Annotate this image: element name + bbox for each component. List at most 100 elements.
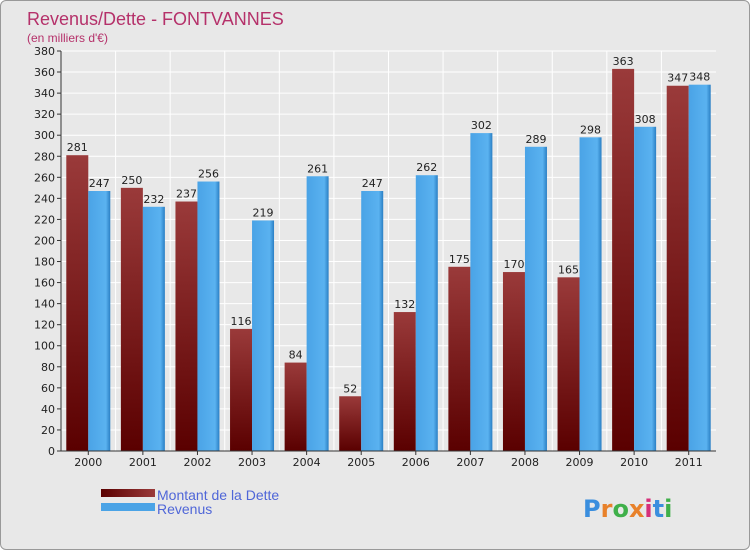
data-label: 219 bbox=[253, 206, 274, 219]
bar-debt bbox=[284, 362, 307, 451]
data-label: 261 bbox=[307, 162, 328, 175]
x-tick-label: 2006 bbox=[402, 456, 430, 469]
data-label: 52 bbox=[343, 382, 357, 395]
data-label: 132 bbox=[394, 298, 415, 311]
x-tick-label: 2004 bbox=[293, 456, 321, 469]
axes bbox=[60, 51, 716, 452]
grid-lines bbox=[61, 50, 716, 452]
x-tick-label: 2008 bbox=[511, 456, 539, 469]
bar-debt bbox=[612, 68, 635, 451]
data-label: 302 bbox=[471, 119, 492, 132]
bar-debt bbox=[120, 187, 143, 451]
x-axis-ticks: 2000 2001 2002 2003 2004 2005 2006 2007 2008 2009… bbox=[74, 451, 703, 469]
bar-debt bbox=[448, 266, 471, 451]
y-tick-label: 300 bbox=[34, 129, 55, 142]
logo-letter: i bbox=[664, 495, 672, 523]
data-label: 250 bbox=[121, 174, 142, 187]
y-axis-ticks: 0 20 40 60 80 100 120 140 160 180 200 220 240 260 280 3… bbox=[34, 45, 61, 458]
x-tick-label: 2002 bbox=[183, 456, 211, 469]
bar-revenue bbox=[142, 206, 165, 451]
bar-revenue bbox=[306, 176, 329, 451]
legend: Montant de la Dette Revenus bbox=[101, 487, 279, 517]
bar-revenue bbox=[88, 191, 111, 451]
bar-revenue bbox=[688, 84, 711, 452]
data-label: 262 bbox=[416, 161, 437, 174]
x-tick-label: 2003 bbox=[238, 456, 266, 469]
data-label: 170 bbox=[503, 258, 524, 271]
y-tick-label: 160 bbox=[34, 277, 55, 290]
bar-debt bbox=[66, 155, 89, 452]
bar-debt bbox=[339, 396, 362, 451]
x-tick-label: 2000 bbox=[74, 456, 102, 469]
bar-revenue bbox=[252, 220, 275, 451]
data-label: 363 bbox=[613, 55, 634, 68]
logo-letter: x bbox=[629, 495, 645, 523]
data-label: 348 bbox=[689, 71, 710, 84]
y-tick-label: 120 bbox=[34, 319, 55, 332]
y-tick-label: 260 bbox=[34, 171, 55, 184]
y-tick-label: 340 bbox=[34, 87, 55, 100]
chart-subtitle: (en milliers d'€) bbox=[27, 31, 108, 45]
chart-title: Revenus/Dette - FONTVANNES bbox=[27, 9, 284, 29]
x-tick-label: 2009 bbox=[566, 456, 594, 469]
bars bbox=[66, 68, 711, 452]
data-label: 289 bbox=[525, 133, 546, 146]
y-tick-label: 60 bbox=[41, 382, 55, 395]
y-tick-label: 40 bbox=[41, 403, 55, 416]
y-tick-label: 360 bbox=[34, 66, 55, 79]
y-tick-label: 140 bbox=[34, 298, 55, 311]
bar-revenue bbox=[634, 126, 657, 451]
bar-debt bbox=[557, 277, 580, 451]
bar-revenue bbox=[361, 191, 384, 451]
y-tick-label: 380 bbox=[34, 45, 55, 58]
data-label: 247 bbox=[362, 177, 383, 190]
bar-revenue bbox=[197, 181, 220, 452]
logo-letter: P bbox=[583, 495, 601, 523]
data-label: 165 bbox=[558, 263, 579, 276]
x-tick-label: 2007 bbox=[456, 456, 484, 469]
data-label: 298 bbox=[580, 123, 601, 136]
y-tick-label: 180 bbox=[34, 256, 55, 269]
x-tick-label: 2001 bbox=[129, 456, 157, 469]
y-tick-label: 320 bbox=[34, 108, 55, 121]
y-tick-label: 0 bbox=[48, 445, 55, 458]
logo-letter: o bbox=[612, 495, 629, 523]
data-label: 175 bbox=[449, 253, 470, 266]
logo-letter: i bbox=[644, 495, 652, 523]
y-tick-label: 240 bbox=[34, 192, 55, 205]
data-label: 281 bbox=[67, 141, 88, 154]
y-tick-label: 280 bbox=[34, 150, 55, 163]
data-label: 116 bbox=[231, 315, 252, 328]
y-tick-label: 20 bbox=[41, 424, 55, 437]
bar-revenue bbox=[470, 133, 493, 451]
y-tick-label: 220 bbox=[34, 213, 55, 226]
data-label: 347 bbox=[667, 72, 688, 85]
y-tick-label: 80 bbox=[41, 361, 55, 374]
x-tick-label: 2010 bbox=[620, 456, 648, 469]
logo-letter: r bbox=[601, 495, 613, 523]
data-label: 232 bbox=[143, 193, 164, 206]
data-label: 247 bbox=[89, 177, 110, 190]
y-tick-label: 200 bbox=[34, 234, 55, 247]
proxiti-logo: Proxiti bbox=[583, 495, 672, 523]
legend-label-revenue: Revenus bbox=[157, 501, 212, 517]
bar-revenue bbox=[524, 146, 547, 451]
legend-swatch-revenue bbox=[101, 503, 155, 511]
bar-debt bbox=[393, 312, 416, 451]
bar-debt bbox=[175, 201, 198, 451]
bar-debt bbox=[502, 272, 525, 451]
y-tick-label: 100 bbox=[34, 340, 55, 353]
bar-revenue bbox=[415, 175, 438, 452]
legend-swatch-debt bbox=[101, 489, 155, 497]
bar-revenue bbox=[579, 137, 602, 451]
logo-letter: t bbox=[653, 495, 664, 523]
data-label: 256 bbox=[198, 168, 219, 181]
bar-debt bbox=[230, 328, 253, 451]
x-tick-label: 2011 bbox=[675, 456, 703, 469]
data-label: 308 bbox=[635, 113, 656, 126]
legend-label-debt: Montant de la Dette bbox=[157, 487, 279, 503]
data-label: 237 bbox=[176, 188, 197, 201]
